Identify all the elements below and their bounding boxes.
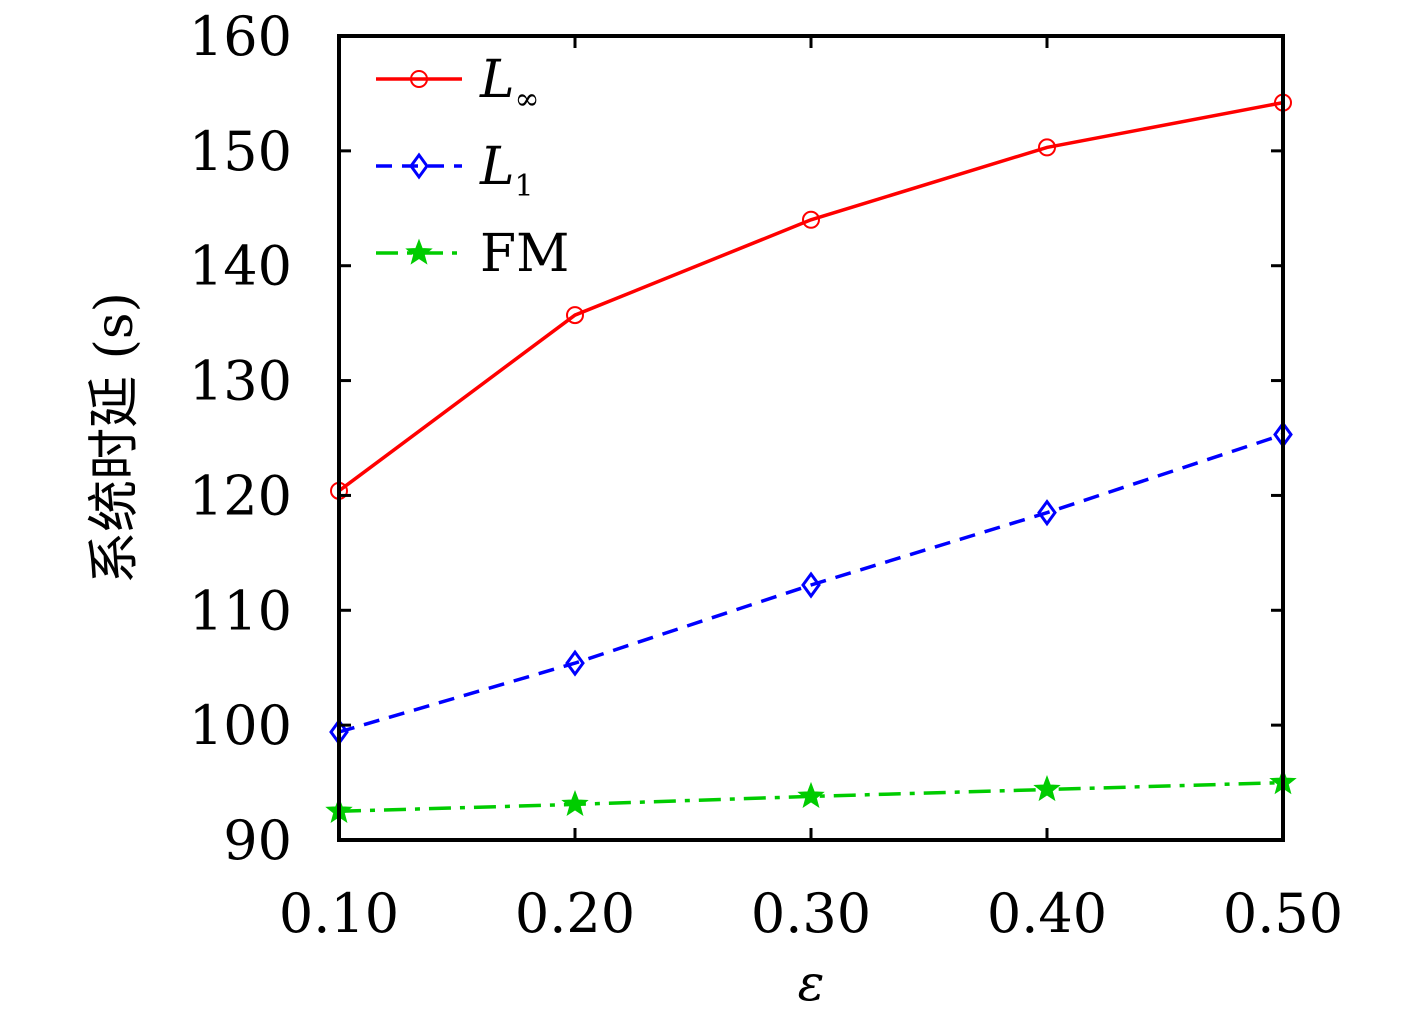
legend-marker xyxy=(410,70,428,88)
data-point xyxy=(566,306,584,325)
data-point xyxy=(802,210,820,229)
data-point xyxy=(797,781,825,809)
data-point xyxy=(1033,775,1061,802)
legend-entry: FM xyxy=(376,224,569,284)
legend-marker xyxy=(405,238,433,265)
series-line xyxy=(338,432,1284,734)
legend: L∞ L1 FM xyxy=(376,50,569,284)
series-l∞ xyxy=(330,93,1292,500)
x-tick-label: 0.20 xyxy=(515,882,635,945)
y-tick-label: 160 xyxy=(189,5,292,68)
series-line xyxy=(337,100,1284,493)
x-tick-label: 0.30 xyxy=(751,882,871,945)
x-tick-label: 0.40 xyxy=(987,882,1107,945)
legend-entry: L1 xyxy=(376,137,534,204)
y-tick-label: 100 xyxy=(189,694,292,757)
y-axis-title: 系统时延 (s) xyxy=(85,292,145,584)
y-tick-label: 150 xyxy=(189,120,292,183)
data-point xyxy=(561,789,589,817)
legend-label: L∞ xyxy=(479,50,540,117)
plot-series-layer xyxy=(325,93,1297,823)
legend-label: L1 xyxy=(479,137,534,204)
legend-marker xyxy=(409,152,429,180)
legend-entry: L∞ xyxy=(376,50,540,117)
x-tick-label: 0.50 xyxy=(1223,882,1343,945)
x-axis-title: ε xyxy=(798,954,825,1012)
data-point xyxy=(1037,499,1057,527)
axis-ticks-layer xyxy=(337,34,1285,842)
y-tick-label: 120 xyxy=(189,464,292,527)
data-point xyxy=(801,571,821,599)
y-tick-label: 140 xyxy=(189,235,292,298)
y-tick-label: 90 xyxy=(223,809,292,872)
y-tick-label: 130 xyxy=(189,350,292,413)
data-point xyxy=(565,649,585,677)
series-l1 xyxy=(329,421,1293,746)
y-tick-label: 110 xyxy=(189,579,292,642)
tick-labels-layer: 90 100 110 120 130 140 150 160 0.10 0.20 0.30 0.40 0… xyxy=(189,5,1343,945)
series-fm xyxy=(325,768,1297,823)
x-tick-label: 0.10 xyxy=(279,882,399,945)
data-point xyxy=(1038,138,1056,157)
legend-label: FM xyxy=(480,224,569,284)
